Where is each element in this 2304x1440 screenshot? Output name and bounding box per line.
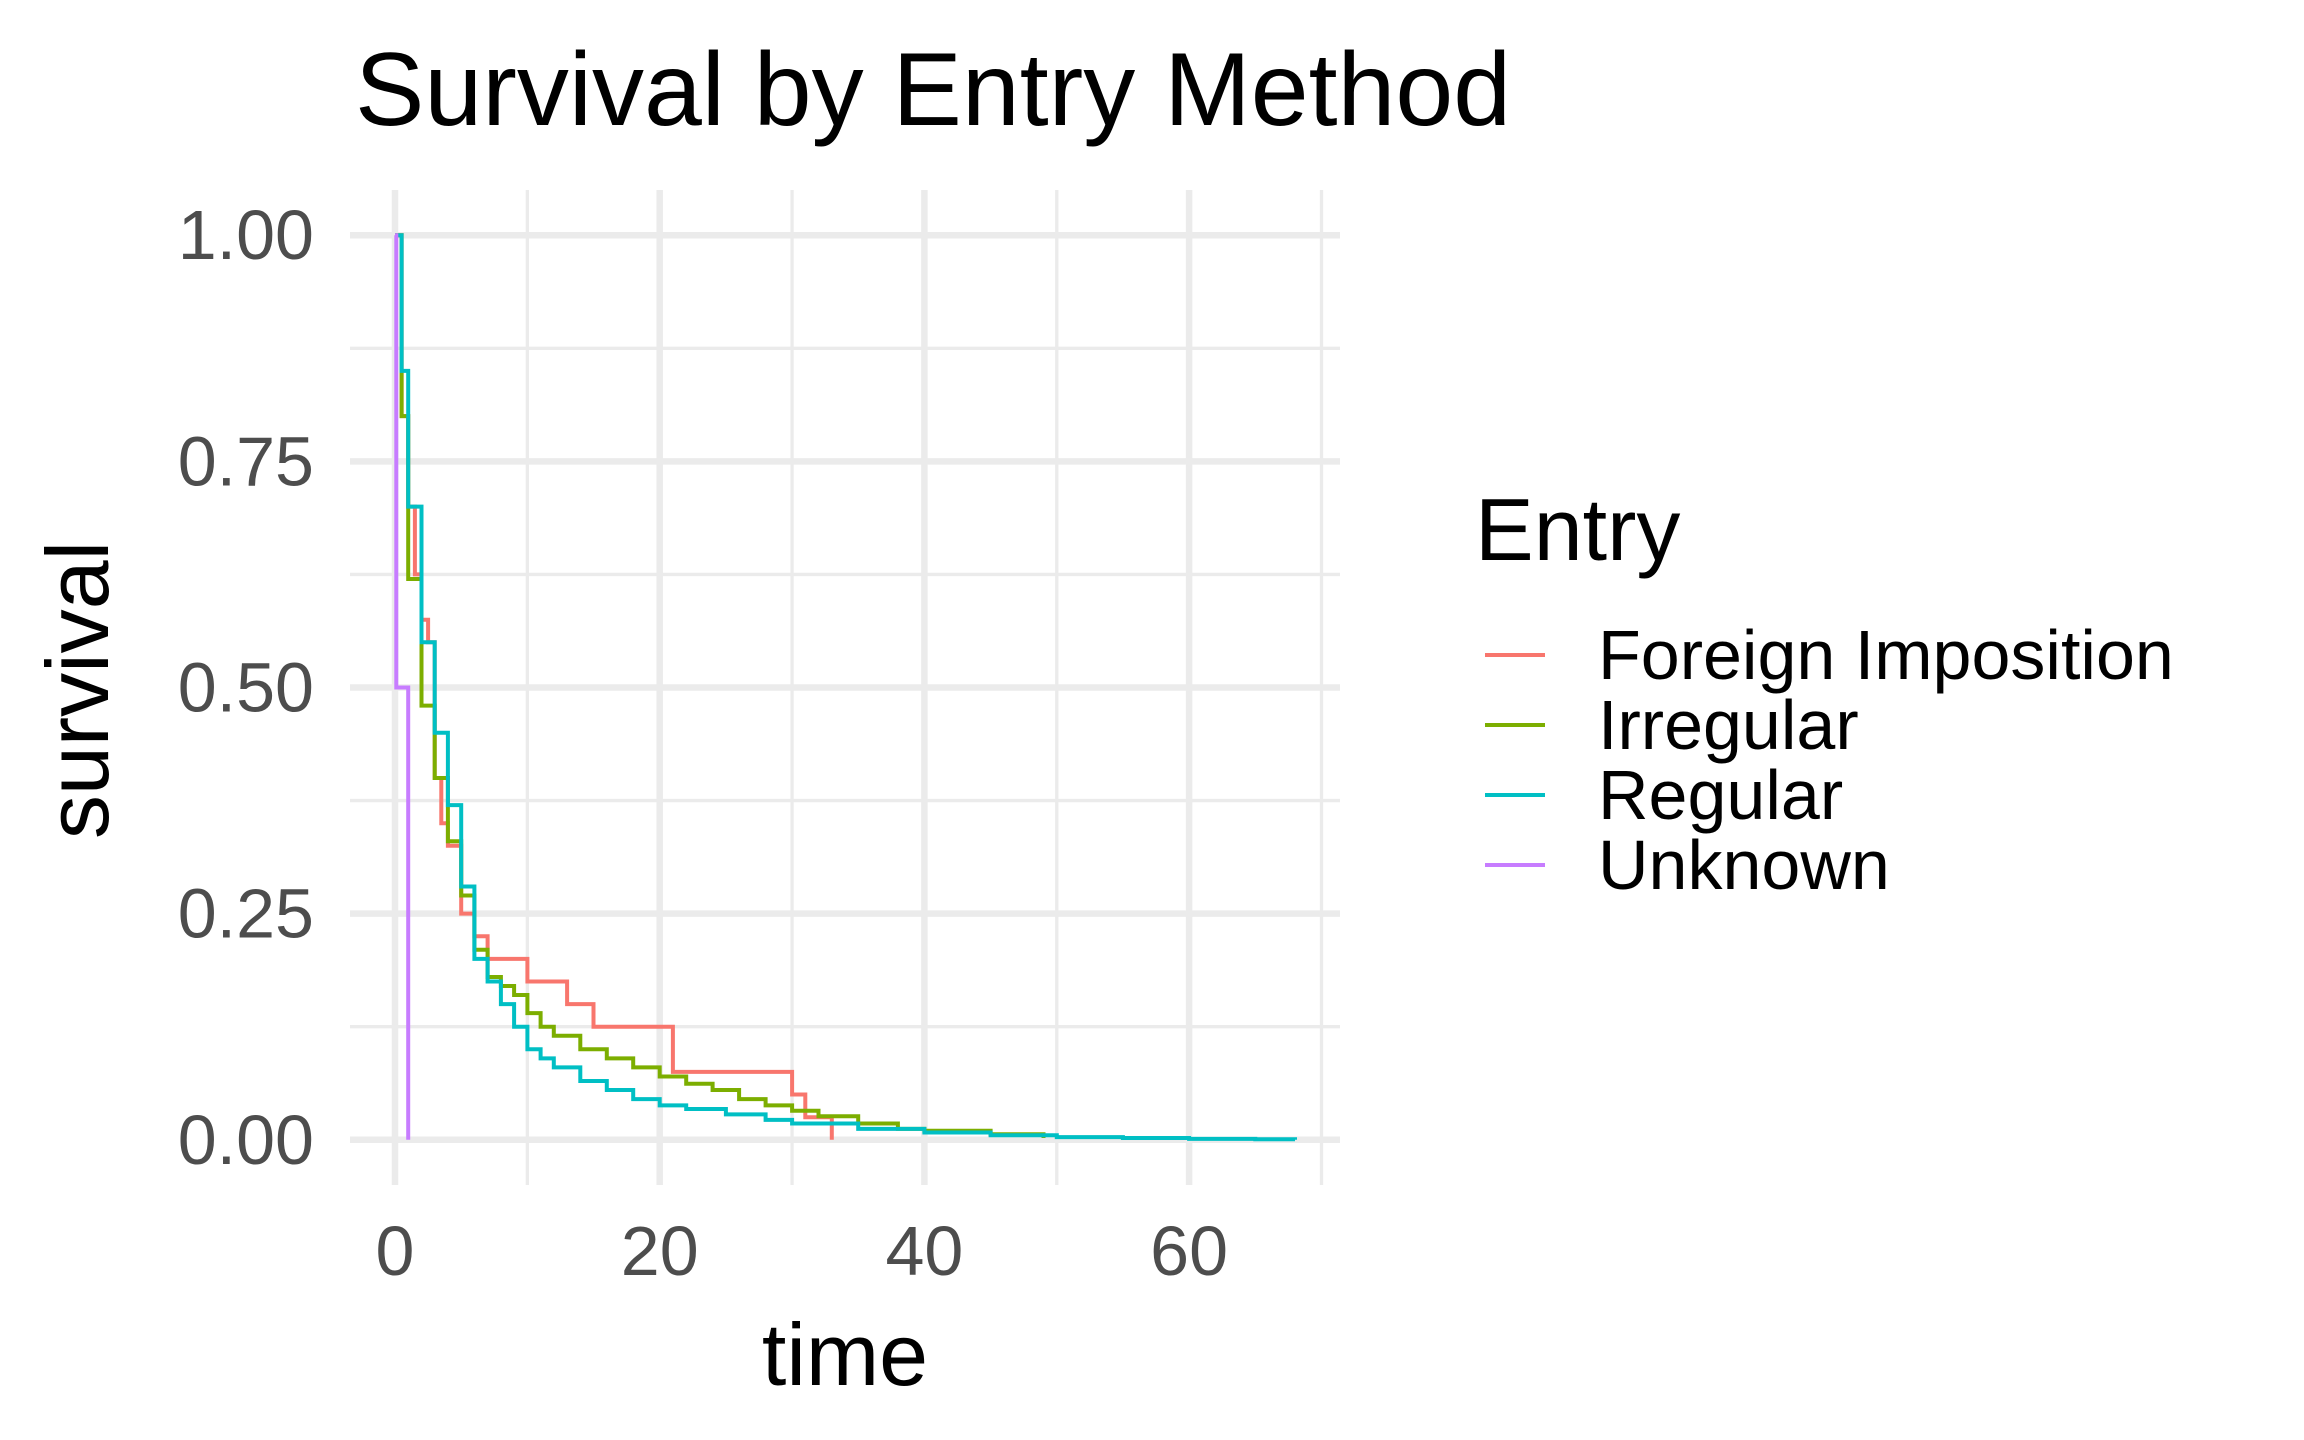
legend-label-regular: Regular bbox=[1598, 756, 1843, 834]
x-tick-label: 20 bbox=[621, 1212, 699, 1290]
series-line-regular bbox=[395, 233, 1297, 1142]
y-tick-label: 0.00 bbox=[178, 1101, 314, 1179]
y-axis-ticks: 0.00 0.25 0.50 0.75 1.00 bbox=[178, 196, 314, 1179]
y-tick-label: 0.25 bbox=[178, 875, 314, 953]
x-axis-title: time bbox=[762, 1305, 928, 1404]
series-line-foreign-imposition bbox=[395, 233, 834, 1140]
legend-label-unknown: Unknown bbox=[1598, 826, 1890, 904]
x-tick-label: 60 bbox=[1150, 1212, 1228, 1290]
x-axis-ticks: 0 20 40 60 bbox=[376, 1212, 1229, 1290]
y-tick-label: 0.75 bbox=[178, 422, 314, 500]
grid bbox=[350, 190, 1340, 1185]
legend-label-foreign-imposition: Foreign Imposition bbox=[1598, 616, 2174, 694]
series-line-unknown bbox=[394, 233, 411, 1140]
y-tick-label: 0.50 bbox=[178, 649, 314, 727]
legend-label-irregular: Irregular bbox=[1598, 686, 1859, 764]
y-tick-label: 1.00 bbox=[178, 196, 314, 274]
chart-title: Survival by Entry Method bbox=[355, 32, 1511, 148]
legend-items: Foreign ImpositionIrregularRegularUnknow… bbox=[1485, 616, 2174, 904]
legend-title: Entry bbox=[1475, 480, 1680, 579]
series-lines bbox=[394, 233, 1297, 1142]
y-axis-title: survival bbox=[28, 541, 127, 839]
x-tick-label: 40 bbox=[885, 1212, 963, 1290]
legend: Entry Foreign ImpositionIrregularRegular… bbox=[1475, 480, 2174, 904]
x-tick-label: 0 bbox=[376, 1212, 415, 1290]
